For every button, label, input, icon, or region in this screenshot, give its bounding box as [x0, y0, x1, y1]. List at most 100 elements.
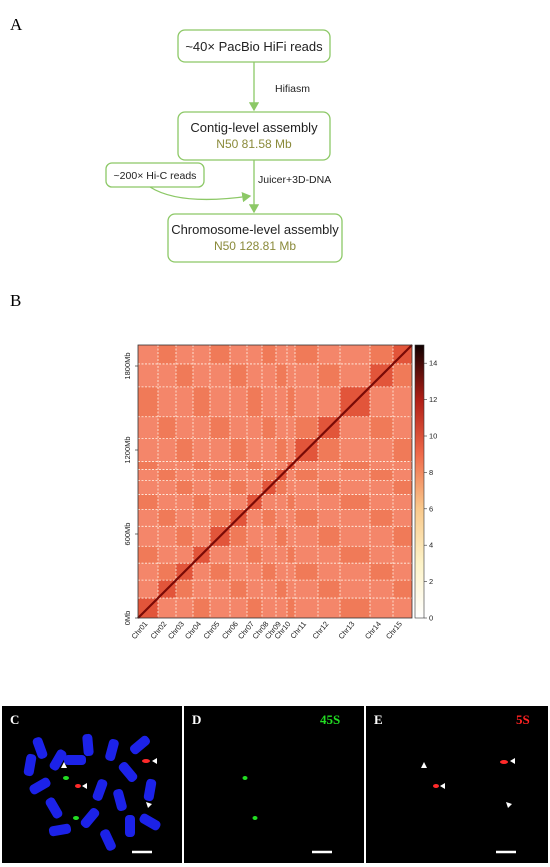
- heatmap-block: [210, 416, 230, 439]
- heatmap-block: [393, 526, 412, 547]
- heatmap-block: [370, 438, 393, 462]
- heatmap-block: [138, 480, 158, 495]
- heatmap-block: [230, 386, 247, 417]
- heatmap-block: [393, 461, 412, 470]
- heatmap-block: [287, 363, 295, 387]
- heatmap-block: [340, 363, 370, 387]
- heatmap-block: [247, 546, 262, 564]
- heatmap-block: [176, 363, 193, 387]
- heatmap-block: [318, 563, 340, 581]
- heatmap-block: [340, 345, 370, 364]
- heatmap-block: [193, 494, 210, 510]
- heatmap-block: [247, 438, 262, 462]
- heatmap-block: [158, 480, 176, 495]
- flow-text: ~200× Hi-C reads: [114, 170, 197, 182]
- heatmap-block: [138, 563, 158, 581]
- heatmap-block: [230, 480, 247, 495]
- heatmap-block: [247, 480, 262, 495]
- chromosome: [129, 735, 151, 755]
- heatmap-block: [247, 386, 262, 417]
- chromosome: [80, 807, 100, 829]
- heatmap-block: [370, 509, 393, 527]
- heatmap-block: [230, 563, 247, 581]
- heatmap-block: [287, 438, 295, 462]
- panel-label: B: [10, 291, 21, 310]
- chromosome: [143, 778, 157, 802]
- heatmap-block: [370, 461, 393, 470]
- heatmap-block: [393, 580, 412, 599]
- probe-label: 45S: [320, 712, 340, 727]
- x-tick-label: Chr03: [166, 620, 186, 641]
- edge-label: Juicer+3D-DNA: [258, 174, 331, 186]
- heatmap-block: [287, 526, 295, 547]
- heatmap-block: [262, 526, 276, 547]
- heatmap-block: [276, 363, 287, 387]
- heatmap-block: [340, 494, 370, 510]
- heatmap-block: [247, 363, 262, 387]
- heatmap-block: [262, 494, 276, 510]
- heatmap-block: [370, 598, 393, 618]
- heatmap-block: [393, 416, 412, 439]
- heatmap-block: [193, 416, 210, 439]
- heatmap-block: [176, 494, 193, 510]
- heatmap-block: [138, 363, 158, 387]
- heatmap-block: [230, 416, 247, 439]
- heatmap-block: [138, 546, 158, 564]
- heatmap-block: [158, 526, 176, 547]
- heatmap-block: [295, 461, 318, 470]
- heatmap-block: [287, 546, 295, 564]
- chromosome: [64, 755, 86, 765]
- heatmap-block: [230, 494, 247, 510]
- flow-text: Chromosome-level assembly: [171, 222, 339, 237]
- heatmap-block: [340, 580, 370, 599]
- chromosome: [48, 823, 72, 837]
- chromosome: [23, 753, 37, 777]
- heatmap-block: [210, 580, 230, 599]
- heatmap-block: [176, 580, 193, 599]
- heatmap-block: [138, 345, 158, 364]
- heatmap-block: [340, 509, 370, 527]
- heatmap-block: [276, 526, 287, 547]
- heatmap-block: [210, 563, 230, 581]
- heatmap-block: [138, 438, 158, 462]
- colorbar-tick-label: 8: [429, 468, 433, 477]
- heatmap-block: [262, 469, 276, 481]
- heatmap-block: [193, 580, 210, 599]
- heatmap-block: [340, 461, 370, 470]
- x-tick-label: Chr05: [202, 620, 222, 641]
- heatmap-block: [230, 363, 247, 387]
- image-panel: [366, 706, 548, 863]
- x-tick-label: Chr01: [130, 620, 150, 641]
- chromosome: [45, 797, 63, 819]
- heatmap-block: [210, 386, 230, 417]
- heatmap-block: [247, 580, 262, 599]
- heatmap-block: [247, 469, 262, 481]
- heatmap-block: [276, 386, 287, 417]
- chromosome: [32, 737, 48, 759]
- heatmap-block: [158, 546, 176, 564]
- heatmap-block: [276, 563, 287, 581]
- heatmap-block: [393, 363, 412, 387]
- heatmap-block: [158, 509, 176, 527]
- heatmap-block: [193, 461, 210, 470]
- heatmap-block: [276, 494, 287, 510]
- heatmap-block: [370, 526, 393, 547]
- heatmap-block: [230, 580, 247, 599]
- heatmap-block: [138, 580, 158, 599]
- chromosome: [118, 761, 138, 783]
- heatmap-block: [318, 580, 340, 599]
- heatmap-block: [295, 546, 318, 564]
- heatmap-block: [193, 509, 210, 527]
- heatmap-frame: [137, 344, 413, 619]
- heatmap-block: [287, 580, 295, 599]
- heatmap-block: [176, 509, 193, 527]
- heatmap-block: [276, 509, 287, 527]
- heatmap-block: [370, 546, 393, 564]
- heatmap-block: [176, 469, 193, 481]
- heatmap-block: [318, 345, 340, 364]
- heatmap-block: [158, 461, 176, 470]
- heatmap-block: [262, 386, 276, 417]
- heatmap-block: [276, 416, 287, 439]
- y-tick-label: 1800Mb: [123, 352, 132, 379]
- heatmap-block: [262, 363, 276, 387]
